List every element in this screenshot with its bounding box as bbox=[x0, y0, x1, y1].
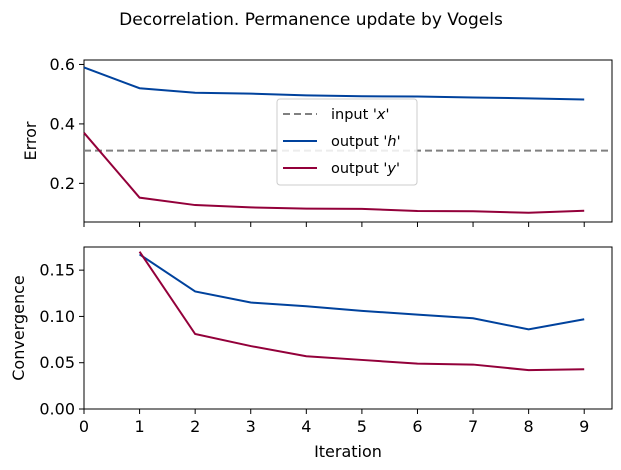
y-tick-label: 0.05 bbox=[39, 353, 75, 372]
figure-title: Decorrelation. Permanence update by Voge… bbox=[119, 10, 503, 30]
legend-label: output 'y' bbox=[331, 161, 400, 177]
y-tick-label: 0.6 bbox=[50, 55, 75, 74]
x-axis-title: Iteration bbox=[314, 442, 382, 461]
x-tick-label: 7 bbox=[468, 417, 478, 436]
y-tick-label: 0.4 bbox=[50, 114, 75, 133]
x-tick-label: 0 bbox=[79, 417, 89, 436]
series-line-output-y bbox=[83, 132, 585, 214]
legend-box bbox=[276, 98, 418, 186]
legend: input 'x' output 'h' output 'y' bbox=[276, 98, 418, 186]
y-tick-label: 0.10 bbox=[39, 307, 75, 326]
plot-frame bbox=[83, 59, 613, 223]
x-tick-label: 8 bbox=[524, 417, 534, 436]
y-axis-title: Convergence bbox=[9, 275, 28, 381]
y-tick-label: 0.00 bbox=[39, 400, 75, 419]
x-tick-label: 2 bbox=[190, 417, 200, 436]
x-tick-label: 9 bbox=[579, 417, 589, 436]
legend-label: output 'h' bbox=[331, 134, 401, 150]
series-line-output-h bbox=[83, 66, 585, 101]
y-axis-title: Error bbox=[21, 121, 40, 160]
x-tick-label: 5 bbox=[357, 417, 367, 436]
legend-label: input 'x' bbox=[331, 107, 390, 123]
x-tick-label: 6 bbox=[412, 417, 422, 436]
error-panel: 0.2 0.4 0.6 Error input 'x' output 'h' output … bbox=[21, 55, 613, 227]
x-tick-label: 1 bbox=[134, 417, 144, 436]
series-line-output-h bbox=[139, 253, 585, 331]
convergence-panel: 0 1 2 3 4 5 6 7 8 9 0.00 0.05 0.10 0.15 Convergence Ite… bbox=[9, 246, 613, 461]
x-tick-label: 3 bbox=[246, 417, 256, 436]
series-line-output-y bbox=[138, 251, 585, 372]
y-tick-label: 0.15 bbox=[39, 261, 75, 280]
x-tick-label: 4 bbox=[301, 417, 311, 436]
y-tick-label: 0.2 bbox=[50, 174, 75, 193]
plot-frame bbox=[83, 246, 613, 410]
